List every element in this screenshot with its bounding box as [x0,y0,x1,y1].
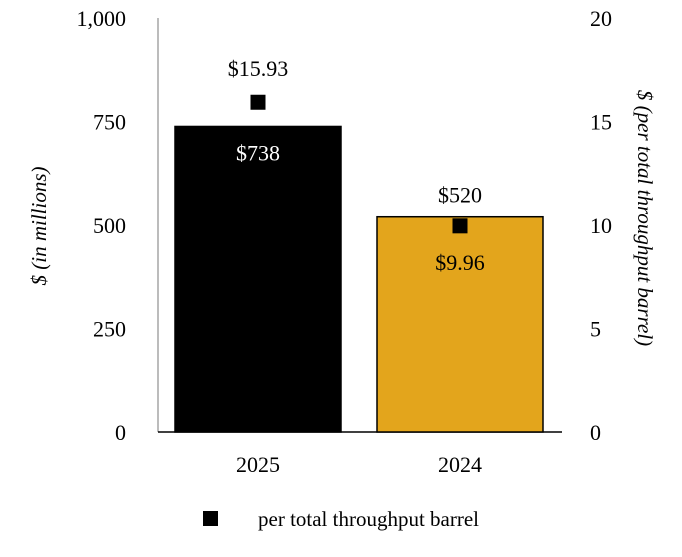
per-barrel-value-labels: $15.93 $9.96 [228,56,485,275]
right-tick-label: 15 [590,110,612,135]
right-axis-ticks: 0 5 10 15 20 [590,6,612,445]
left-tick-label: 250 [93,317,126,342]
legend-label: per total throughput barrel [258,507,479,531]
right-tick-label: 5 [590,317,601,342]
legend-square-marker [203,511,218,526]
left-tick-label: 1,000 [77,6,127,31]
left-tick-label: 0 [115,420,126,445]
x-axis-ticks: 2025 2024 [236,452,482,477]
marker-2024 [452,218,468,234]
per-barrel-markers [250,94,468,234]
bar-value-labels: $738 $520 [236,140,482,207]
left-axis-ticks: 0 250 500 750 1,000 [77,6,127,445]
bar-2024 [376,215,544,433]
legend: per total throughput barrel [203,507,479,531]
left-tick-label: 750 [93,110,126,135]
left-tick-label: 500 [93,213,126,238]
marker-value-label: $9.96 [435,250,485,275]
right-axis-title: $ (per total throughput barrel) [633,90,657,346]
right-tick-label: 20 [590,6,612,31]
x-tick-label: 2024 [438,452,482,477]
marker-value-label: $15.93 [228,56,289,81]
marker-2025 [250,94,266,110]
bar-2025 [174,125,342,433]
left-axis-title: $ (in millions) [27,166,51,285]
right-tick-label: 10 [590,213,612,238]
bars [174,125,544,433]
bar-value-label: $520 [438,183,482,208]
bar-value-label: $738 [236,140,280,165]
x-tick-label: 2025 [236,452,280,477]
right-tick-label: 0 [590,420,601,445]
